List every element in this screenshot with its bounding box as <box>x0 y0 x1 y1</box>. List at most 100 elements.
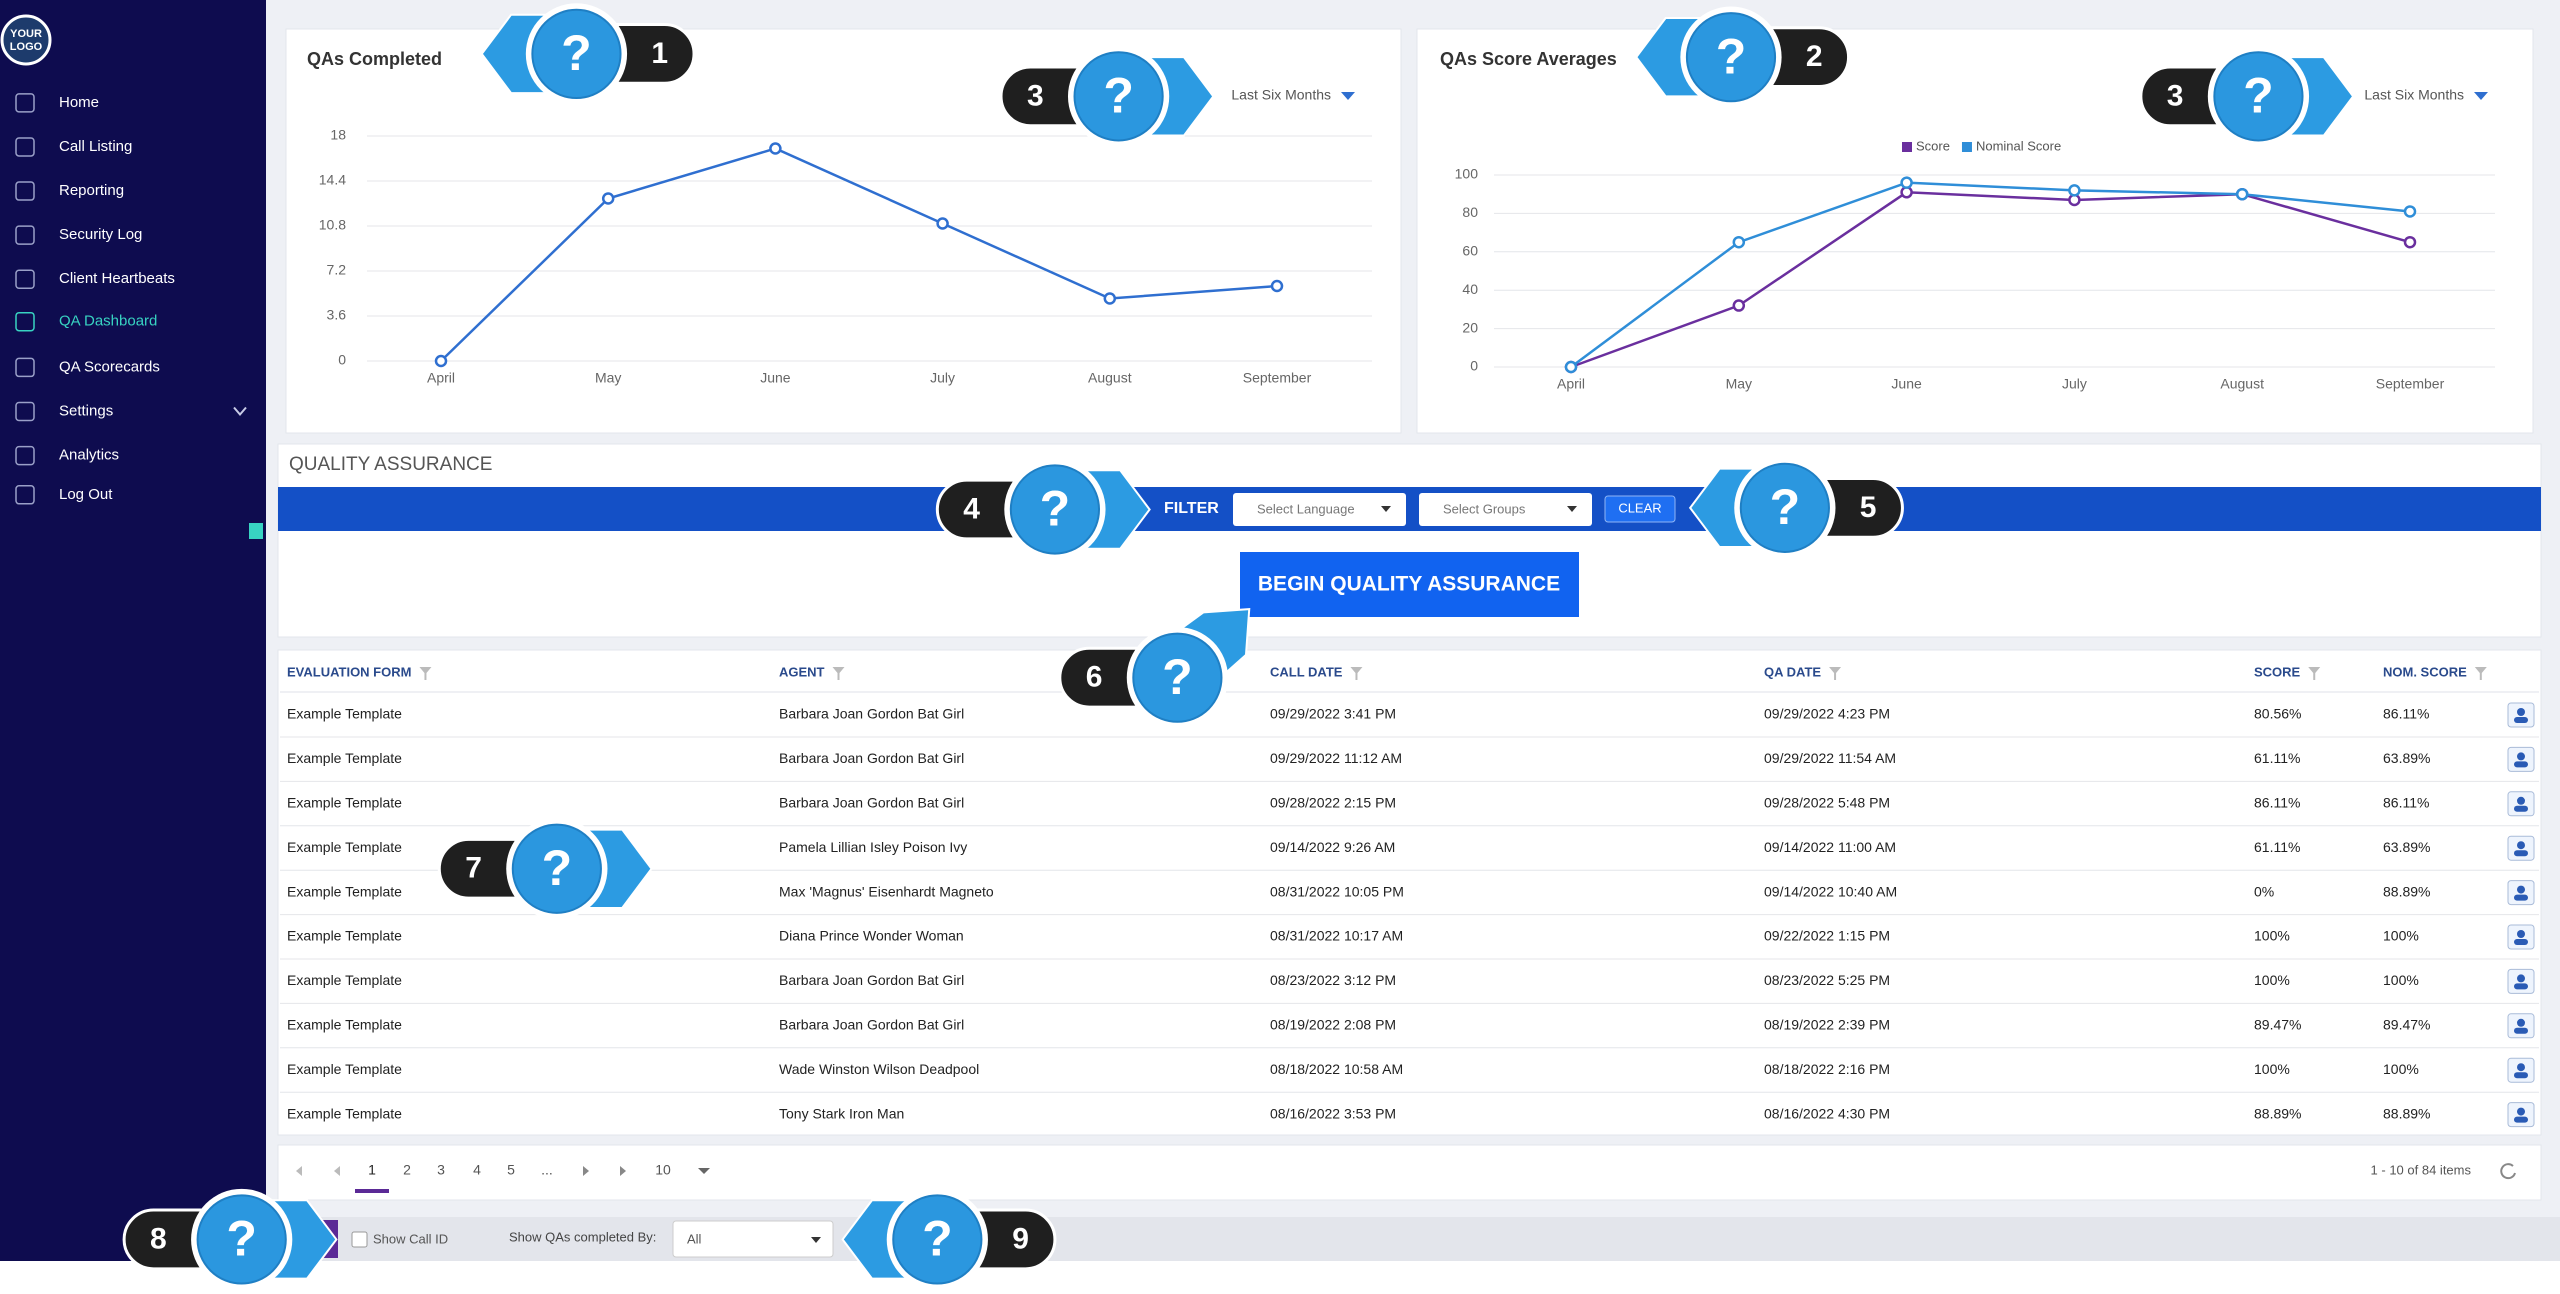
y-tick-label: 20 <box>1462 319 1478 335</box>
nav-item[interactable]: Reporting <box>59 182 124 199</box>
chart-title: QAs Completed <box>307 49 442 69</box>
table-cell: 88.89% <box>2383 1105 2430 1121</box>
nav-item[interactable]: Log Out <box>59 486 113 503</box>
refresh-icon[interactable] <box>2500 1163 2516 1180</box>
column-header[interactable]: NOM. SCORE <box>2383 664 2467 679</box>
nav-icon <box>15 93 35 113</box>
sidebar-toggle[interactable] <box>249 523 263 539</box>
y-tick-label: 40 <box>1462 281 1478 297</box>
select-arrow <box>1567 506 1577 512</box>
select-placeholder: Select Language <box>1257 501 1355 516</box>
callout-bubble[interactable] <box>2213 51 2304 142</box>
nav-item[interactable]: Call Listing <box>59 138 132 155</box>
table-cell: 100% <box>2383 1061 2419 1077</box>
table-cell: Pamela Lillian Isley Poison Ivy <box>779 839 967 855</box>
column-header[interactable]: EVALUATION FORM <box>287 664 411 679</box>
nav-item[interactable]: QA Dashboard <box>59 313 157 330</box>
column-header[interactable]: CALL DATE <box>1270 664 1343 679</box>
nav-item[interactable]: Settings <box>59 402 113 419</box>
callout-bubble[interactable] <box>1009 464 1101 555</box>
nav-item[interactable]: Security Log <box>59 226 142 243</box>
completed-by-select[interactable] <box>672 1220 834 1258</box>
page-number[interactable]: 3 <box>437 1162 445 1178</box>
column-filter[interactable] <box>419 667 432 680</box>
nav-item[interactable]: QA Scorecards <box>59 358 160 375</box>
callout-bubble[interactable] <box>1685 12 1777 103</box>
table-cell: 09/29/2022 11:54 AM <box>1764 750 1896 766</box>
table-cell: 89.47% <box>2254 1017 2301 1033</box>
page-number[interactable]: 2 <box>403 1162 411 1178</box>
page-number[interactable]: ... <box>541 1162 553 1178</box>
callout-bubble[interactable] <box>892 1194 983 1285</box>
callout-icon: ? <box>561 25 592 81</box>
row-action-icon <box>2514 850 2528 857</box>
period-dropdown[interactable]: Last Six Months <box>2364 87 2464 103</box>
table-cell: Barbara Joan Gordon Bat Girl <box>779 972 964 988</box>
column-filter[interactable] <box>832 667 845 680</box>
table-cell: Example Template <box>287 839 402 855</box>
nav-icon <box>15 137 35 157</box>
select[interactable] <box>1419 493 1592 526</box>
x-tick-label: June <box>760 370 791 386</box>
y-tick-label: 0 <box>338 352 346 368</box>
column-header[interactable]: SCORE <box>2254 664 2301 679</box>
table-cell: 88.89% <box>2254 1105 2301 1121</box>
column-filter[interactable] <box>2308 667 2321 680</box>
line <box>1570 191 2411 369</box>
row-action-icon <box>2514 1072 2528 1079</box>
row-action-icon <box>2517 841 2525 850</box>
nav-item[interactable]: Analytics <box>59 447 119 464</box>
column-filter[interactable] <box>1829 667 1842 680</box>
footer-bar <box>266 1217 2560 1261</box>
pager-nav[interactable] <box>620 1166 626 1176</box>
nav-icon <box>15 181 35 201</box>
page-size[interactable]: 10 <box>655 1162 671 1178</box>
callout-number: 1 <box>651 37 668 70</box>
select[interactable] <box>1233 493 1406 526</box>
callout-bubble[interactable] <box>1739 462 1830 553</box>
pager-nav[interactable] <box>583 1166 589 1176</box>
nav-item[interactable]: Home <box>59 94 99 111</box>
table-cell: 100% <box>2383 928 2419 944</box>
table-cell: 100% <box>2254 928 2290 944</box>
callout-bubble[interactable] <box>531 8 622 99</box>
begin-button[interactable] <box>1240 552 1579 617</box>
point <box>2068 184 2081 197</box>
table-cell: 09/29/2022 11:12 AM <box>1270 750 1402 766</box>
callout-bubble[interactable] <box>1073 51 1164 142</box>
point <box>1732 299 1746 312</box>
callout-number: 8 <box>150 1222 167 1255</box>
clear-button[interactable] <box>1604 495 1676 523</box>
nav-icon <box>15 445 35 466</box>
column-filter[interactable] <box>1350 667 1363 680</box>
row-action-icon <box>2514 805 2528 812</box>
x-tick-label: April <box>1557 376 1585 392</box>
row-action-icon <box>2517 1018 2525 1027</box>
pager-nav[interactable] <box>296 1166 302 1176</box>
table-cell: 61.11% <box>2254 750 2300 766</box>
callout-icon: ? <box>1162 649 1193 705</box>
clear-label: CLEAR <box>1618 500 1661 515</box>
point <box>2403 235 2417 249</box>
column-filter[interactable] <box>2474 667 2487 680</box>
callout-bubble[interactable] <box>196 1194 287 1285</box>
nav-item[interactable]: Client Heartbeats <box>59 270 175 287</box>
callout-icon: ? <box>2243 68 2274 124</box>
pager-nav[interactable] <box>334 1166 340 1176</box>
table-cell: Barbara Joan Gordon Bat Girl <box>779 795 964 811</box>
table-cell: Tony Stark Iron Man <box>779 1105 904 1121</box>
page-number[interactable]: 1 <box>368 1162 376 1178</box>
callout-bubble[interactable] <box>511 823 602 914</box>
line <box>1570 181 2411 369</box>
page-number[interactable]: 5 <box>507 1162 515 1178</box>
page-number[interactable]: 4 <box>473 1162 481 1178</box>
column-header[interactable]: AGENT <box>779 664 825 679</box>
period-dropdown[interactable]: Last Six Months <box>1231 87 1331 103</box>
callout-bubble[interactable] <box>1132 632 1223 723</box>
card <box>285 28 1402 434</box>
checkbox[interactable] <box>351 1231 368 1248</box>
point <box>2403 205 2417 218</box>
table-cell: 63.89% <box>2383 839 2430 855</box>
column-header[interactable]: QA DATE <box>1764 664 1821 679</box>
table-cell: 08/23/2022 3:12 PM <box>1270 972 1396 988</box>
